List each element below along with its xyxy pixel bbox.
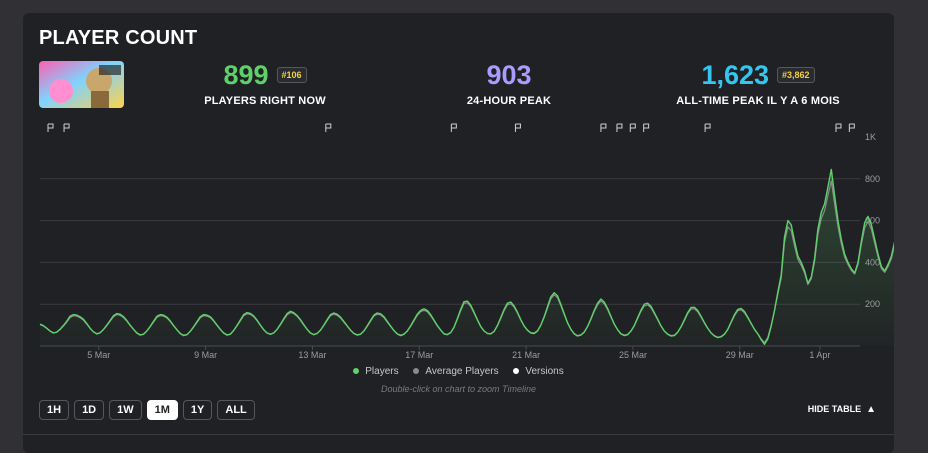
alltime-peak-label: ALL-TIME PEAK IL Y A 6 MOIS	[676, 95, 840, 107]
current-players-rank-badge: #106	[276, 67, 307, 83]
stat-alltime-peak: 1,623 #3,862 ALL-TIME PEAK IL Y A 6 MOIS	[668, 59, 848, 107]
hide-table-label: HIDE TABLE	[807, 404, 862, 414]
x-tick-label-7: 1 Apr	[809, 350, 830, 360]
chevron-up-icon: ▲	[866, 404, 876, 415]
y-tick-label-top: 1K	[865, 132, 876, 142]
time-range-selector: 1H 1D 1W 1M 1Y ALL	[39, 400, 255, 420]
current-players-label: PLAYERS RIGHT NOW	[204, 95, 326, 107]
legend-players[interactable]: Players	[350, 366, 401, 377]
x-tick-label-2: 13 Mar	[298, 350, 326, 360]
version-flag-icon[interactable]	[643, 123, 650, 132]
version-flag-icon[interactable]	[616, 123, 623, 132]
alltime-peak-rank-badge: #3,862	[777, 67, 815, 83]
x-tick-label-5: 25 Mar	[619, 350, 647, 360]
section-divider	[23, 434, 894, 435]
page-title: PLAYER COUNT	[39, 27, 198, 49]
version-flag-icon[interactable]	[514, 123, 521, 132]
version-flag-icon[interactable]	[629, 123, 636, 132]
current-players-value: 899	[223, 60, 269, 90]
x-tick-label-1: 9 Mar	[194, 350, 217, 360]
version-flag-icon[interactable]	[47, 123, 54, 132]
version-flag-icon[interactable]	[450, 123, 457, 132]
x-tick-label-6: 29 Mar	[726, 350, 754, 360]
stat-current-players: 899 #106 PLAYERS RIGHT NOW	[195, 59, 335, 107]
stat-24h-peak: 903 24-HOUR PEAK	[449, 59, 569, 107]
alltime-peak-value: 1,623	[701, 60, 770, 90]
y-tick-label-600: 600	[865, 216, 880, 226]
version-flag-icon[interactable]	[325, 123, 332, 132]
x-tick-label-0: 5 Mar	[87, 350, 110, 360]
y-tick-label-800: 800	[865, 174, 880, 184]
version-flag-icon[interactable]	[63, 123, 70, 132]
hide-table-button[interactable]: HIDE TABLE ▲	[808, 404, 876, 415]
players-area	[40, 169, 894, 346]
range-button-1h[interactable]: 1H	[39, 400, 70, 420]
player-count-card: PLAYER COUNT 899 #106 PLAYERS RIGHT NOW	[23, 13, 894, 453]
version-flag-icon[interactable]	[835, 123, 842, 132]
zoom-hint: Double-click on chart to zoom Timeline	[381, 384, 536, 394]
range-button-1m[interactable]: 1M	[146, 400, 178, 420]
game-thumbnail[interactable]	[39, 61, 124, 108]
range-button-1w[interactable]: 1W	[109, 400, 142, 420]
range-button-all[interactable]: ALL	[217, 400, 255, 420]
series-line-players	[39, 168, 894, 345]
peak-24h-value: 903	[486, 60, 532, 90]
x-tick-label-4: 21 Mar	[512, 350, 540, 360]
version-flag-icon[interactable]	[704, 123, 711, 132]
version-flag-icon[interactable]	[600, 123, 607, 132]
x-tick-label-3: 17 Mar	[405, 350, 433, 360]
range-button-1y[interactable]: 1Y	[182, 400, 213, 420]
game-thumbnail-art	[39, 61, 124, 108]
peak-24h-label: 24-HOUR PEAK	[466, 95, 552, 107]
legend-average-players[interactable]: Average Players	[410, 366, 501, 377]
chart-legend: Players Average Players Versions	[23, 366, 894, 377]
legend-versions[interactable]: Versions	[510, 366, 566, 377]
range-button-1d[interactable]: 1D	[74, 400, 105, 420]
version-flag-icon[interactable]	[848, 123, 855, 132]
